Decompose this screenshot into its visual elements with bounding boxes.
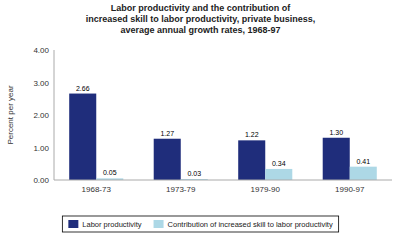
title-line: increased skill to labor productivity, p… [86, 14, 315, 24]
y-axis-label: Percent per year [6, 85, 15, 144]
bar [154, 139, 181, 180]
bars [69, 94, 377, 180]
x-tick-label: 1968-73 [82, 185, 112, 194]
x-axis-line [54, 180, 392, 181]
y-axis-line [54, 50, 55, 180]
legend-swatch [154, 220, 164, 228]
data-label: 0.41 [356, 158, 370, 165]
legend-entry: Labor productivity [82, 220, 141, 229]
y-tick-label: 3.00 [33, 79, 49, 88]
data-label: 1.22 [245, 131, 259, 138]
legend-frame [62, 216, 338, 232]
data-label: 1.30 [329, 129, 343, 136]
y-tick-label: 0.00 [33, 176, 49, 185]
legend-entry: Contribution of increased skill to labor… [168, 220, 333, 229]
x-tick-label: 1973-79 [166, 185, 196, 194]
y-tick-label: 4.00 [33, 46, 49, 55]
y-tick-label: 1.00 [33, 144, 49, 153]
legend-swatch [68, 220, 78, 228]
data-label: 0.34 [272, 160, 286, 167]
y-tick-label: 2.00 [33, 111, 49, 120]
bar [350, 167, 377, 180]
data-label: 1.27 [160, 130, 174, 137]
data-labels: 2.66 1.27 1.22 1.30 0.05 0.03 0.34 0.41 [76, 85, 370, 177]
data-label: 0.03 [187, 170, 201, 177]
data-label: 2.66 [76, 85, 90, 92]
data-label: 0.05 [103, 169, 117, 176]
title-line: Labor productivity and the contribution … [111, 3, 291, 13]
legend: Labor productivity Contribution of increa… [62, 216, 338, 232]
bar [69, 94, 96, 180]
chart: Labor productivity and the contribution … [0, 0, 401, 238]
bar [323, 138, 350, 180]
title: Labor productivity and the contribution … [86, 3, 315, 35]
x-tick-label: 1990-97 [335, 185, 365, 194]
bar [265, 169, 292, 180]
title-line: average annual growth rates, 1968-97 [120, 25, 280, 35]
bar [238, 140, 265, 180]
x-tick-label: 1979-90 [251, 185, 281, 194]
